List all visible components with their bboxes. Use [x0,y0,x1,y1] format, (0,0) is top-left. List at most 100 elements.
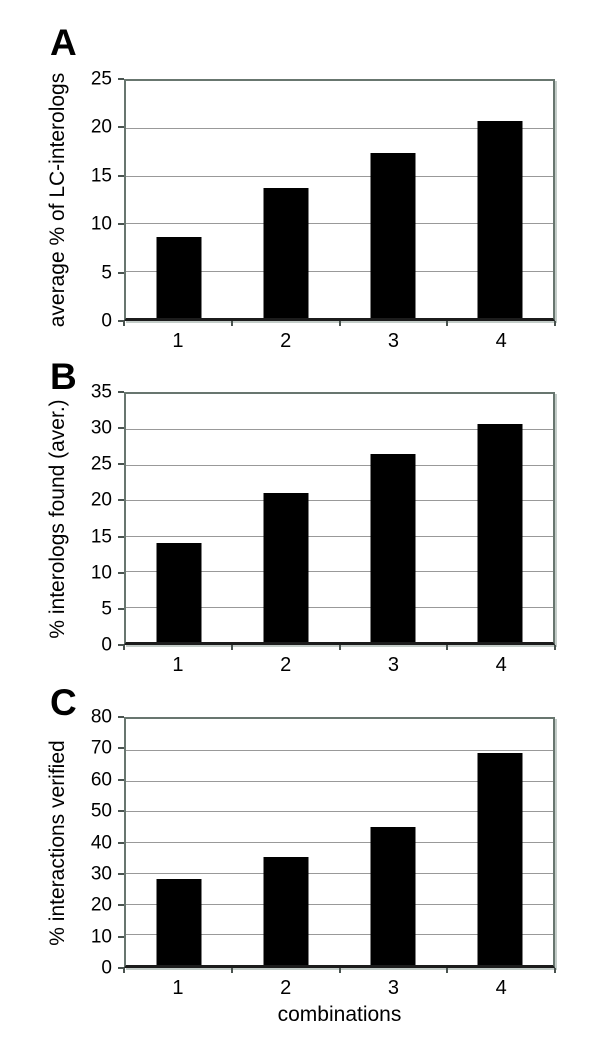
x-tick-mark-1 [230,321,233,326]
x-tick-label-3: 3 [387,654,399,676]
gridline-30 [126,429,553,431]
y-tick-label-5: 5 [101,262,112,284]
x-axis-title: combinations [277,1003,402,1026]
x-tick-mark-4 [554,321,556,326]
gridline-10 [126,223,553,225]
gridline-15 [126,535,553,537]
panel-a-plot-area [124,79,555,321]
gridline-70 [126,749,553,751]
bar-category-4 [477,424,523,642]
y-tick-label-10: 10 [90,926,112,948]
x-tick-mark-2 [338,321,341,326]
y-tick-mark-25 [118,463,124,466]
y-tick-label-50: 50 [90,800,112,822]
gridline-40 [126,842,553,843]
y-tick-mark-15 [118,174,124,177]
x-tick-label-1: 1 [172,654,184,676]
gridline-20 [126,128,553,130]
panel-b-plot-area [124,392,555,645]
panel-a-y-tick-labels: 0 5 10 15 20 25 [0,70,124,331]
y-tick-mark-30 [118,427,124,430]
y-tick-label-70: 70 [90,737,112,759]
x-tick-label-3: 3 [387,977,399,999]
x-tick-label-4: 4 [495,654,507,676]
panel-c-y-tick-labels: 0 10 20 30 40 50 60 70 80 [0,708,124,978]
gridline-5 [126,606,553,608]
panel-c-plot-area [124,717,555,968]
y-tick-mark-30 [118,872,124,875]
x-tick-label-4: 4 [495,977,507,999]
panel-a-x-tick-marks [123,321,556,326]
y-tick-label-60: 60 [90,769,112,791]
panel-b-x-tick-marks [123,645,556,650]
gridline-10 [126,934,553,936]
y-tick-mark-20 [118,126,124,129]
y-tick-mark-40 [118,841,124,844]
panel-c-x-tick-marks [123,968,556,973]
x-tick-mark-4 [554,968,556,973]
y-tick-mark-70 [118,747,124,750]
panel-a-letter: A [50,22,77,63]
y-tick-label-20: 20 [90,489,112,511]
panel-b-y-tick-labels: 0 5 10 15 20 25 30 35 [0,383,124,655]
bar-category-4 [477,752,523,965]
bar-category-3 [370,826,416,965]
x-tick-label-1: 1 [172,977,184,999]
y-tick-label-80: 80 [90,706,112,728]
panel-b-letter: B [50,356,77,397]
panel-a-x-tick-labels: 1 2 3 4 [124,330,555,354]
y-tick-label-0: 0 [101,634,112,656]
bar-category-3 [370,153,416,318]
x-tick-mark-3 [446,645,449,650]
x-tick-label-3: 3 [387,330,399,352]
y-tick-mark-60 [118,778,124,781]
y-tick-label-10: 10 [90,213,112,235]
bar-category-1 [156,237,202,318]
x-tick-mark-2 [338,968,341,973]
x-tick-mark-0 [123,321,125,326]
y-tick-mark-15 [118,535,124,538]
x-tick-label-2: 2 [280,654,292,676]
y-tick-label-20: 20 [90,116,112,138]
y-tick-label-25: 25 [90,68,112,90]
y-tick-label-35: 35 [90,381,112,403]
y-tick-mark-10 [118,223,124,226]
y-tick-mark-80 [118,716,124,718]
bar-category-2 [263,857,309,965]
x-tick-label-2: 2 [280,977,292,999]
y-tick-label-15: 15 [90,526,112,548]
gridline-25 [126,464,553,466]
gridline-20 [126,903,553,905]
gridline-30 [126,872,553,874]
y-tick-label-15: 15 [90,165,112,187]
x-tick-mark-1 [230,645,233,650]
gridline-20 [126,500,553,502]
y-tick-mark-0 [118,644,124,646]
y-tick-mark-10 [118,571,124,574]
x-tick-label-1: 1 [172,330,184,352]
y-tick-label-5: 5 [101,598,112,620]
y-tick-label-25: 25 [90,453,112,475]
bar-category-1 [156,542,202,642]
y-tick-label-10: 10 [90,562,112,584]
x-tick-mark-3 [446,321,449,326]
panel-b-x-tick-labels: 1 2 3 4 [124,654,555,678]
bar-category-3 [370,454,416,642]
y-tick-label-0: 0 [101,310,112,332]
y-tick-label-30: 30 [90,417,112,439]
y-tick-mark-0 [118,320,124,322]
panel-c-letter: C [50,682,77,723]
y-tick-mark-20 [118,904,124,907]
y-tick-mark-20 [118,499,124,502]
bar-category-4 [477,120,523,318]
x-tick-mark-3 [446,968,449,973]
y-tick-mark-25 [118,78,124,80]
y-tick-label-20: 20 [90,894,112,916]
x-tick-mark-0 [123,968,125,973]
x-tick-label-2: 2 [280,330,292,352]
y-tick-mark-50 [118,810,124,813]
y-tick-label-0: 0 [101,957,112,979]
